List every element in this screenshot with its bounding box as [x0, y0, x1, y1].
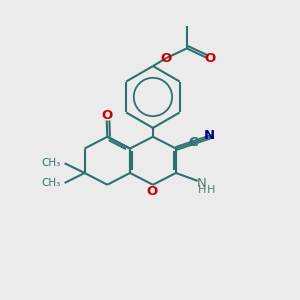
Text: O: O — [147, 185, 158, 198]
Text: N: N — [197, 177, 207, 190]
Text: O: O — [160, 52, 171, 64]
Text: CH₃: CH₃ — [42, 158, 61, 168]
Text: C: C — [188, 136, 197, 148]
Text: CH₃: CH₃ — [42, 178, 61, 188]
Text: N: N — [204, 129, 215, 142]
Text: H: H — [198, 185, 206, 195]
Text: H: H — [207, 185, 215, 195]
Text: O: O — [204, 52, 215, 64]
Text: O: O — [101, 109, 112, 122]
